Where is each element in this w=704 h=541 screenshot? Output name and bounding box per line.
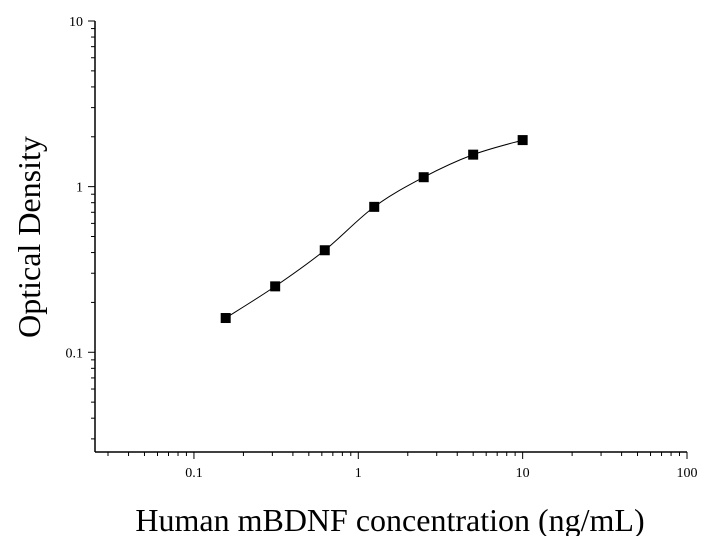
data-point-4 [418,172,429,183]
tick-labels: 0.1 1 10 100 0.1 1 10 [66,15,698,481]
axes [88,20,688,459]
data-point-6 [517,135,528,146]
x-axis-title: Human mBDNF concentration (ng/mL) [135,502,644,536]
data-points [220,135,528,324]
x-tick-label: 100 [677,466,698,481]
y-tick-label: 10 [69,15,83,30]
data-point-1 [270,281,281,292]
data-point-0 [220,313,231,324]
x-tick-label: 1 [355,466,362,481]
y-tick-label: 0.1 [66,346,84,361]
data-point-3 [369,201,380,212]
data-point-5 [468,149,479,160]
y-tick-label: 1 [76,181,83,196]
x-tick-label: 10 [516,466,530,481]
data-point-2 [319,245,330,256]
y-axis-title: Optical Density [11,136,47,338]
x-tick-label: 0.1 [185,466,203,481]
